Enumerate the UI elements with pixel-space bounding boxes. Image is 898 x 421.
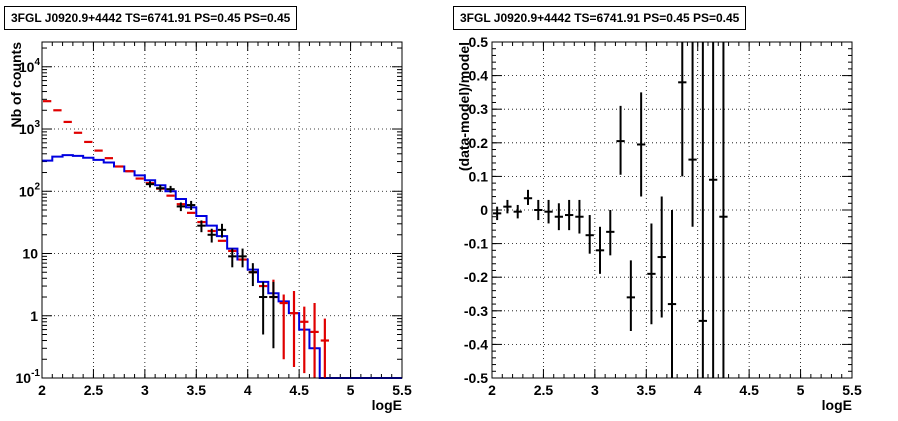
right-x-tick-label: 5 xyxy=(797,382,805,398)
left-x-tick-label: 5.5 xyxy=(392,382,412,398)
right-x-tick-label: 2 xyxy=(488,382,496,398)
right-x-axis-label: logE xyxy=(822,397,852,413)
right-x-tick-label: 4.5 xyxy=(739,382,759,398)
left-y-tick-label: 102 xyxy=(19,181,41,199)
right-x-tick-label: 5.5 xyxy=(842,382,862,398)
left-y-tick-label: 10 xyxy=(22,246,38,262)
right-x-tick-label: 2.5 xyxy=(534,382,554,398)
right-y-tick-label: 0.1 xyxy=(469,168,489,184)
left-plot-area xyxy=(42,42,402,378)
right-y-tick-label: 0.3 xyxy=(469,101,489,117)
right-y-tick-label: 0 xyxy=(480,202,488,218)
left-x-tick-label: 4 xyxy=(244,382,252,398)
left-chart-title: 3FGL J0920.9+4442 TS=6741.91 PS=0.45 PS=… xyxy=(4,6,298,30)
left-x-axis-label: logE xyxy=(372,397,402,413)
left-y-tick-label: 104 xyxy=(19,57,41,75)
left-x-tick-label: 3 xyxy=(141,382,149,398)
left-x-tick-label: 5 xyxy=(347,382,355,398)
right-y-tick-label: 0.5 xyxy=(469,34,489,50)
left-x-tick-label: 4.5 xyxy=(289,382,309,398)
right-y-tick-label: -0.2 xyxy=(464,269,488,285)
right-y-axis-label: (data-model)/model xyxy=(456,42,472,171)
right-chart-title: 3FGL J0920.9+4442 TS=6741.91 PS=0.45 PS=… xyxy=(453,6,747,30)
left-y-axis-label: Nb of counts xyxy=(8,42,24,128)
right-x-tick-label: 3 xyxy=(591,382,599,398)
left-series-fit-step xyxy=(42,154,402,379)
left-x-tick-label: 3.5 xyxy=(187,382,207,398)
left-y-tick-label: 1 xyxy=(30,308,38,324)
right-y-tick-label: -0.3 xyxy=(464,303,488,319)
right-y-tick-label: 0.4 xyxy=(469,68,489,84)
right-y-tick-label: 0.2 xyxy=(469,135,489,151)
right-y-tick-label: -0.5 xyxy=(464,370,488,386)
right-x-tick-label: 4 xyxy=(694,382,702,398)
left-y-tick-label: 10-1 xyxy=(16,368,41,386)
left-x-tick-label: 2 xyxy=(38,382,46,398)
left-y-tick-label: 103 xyxy=(19,119,41,137)
right-y-tick-label: -0.1 xyxy=(464,236,488,252)
right-y-tick-label: -0.4 xyxy=(464,336,488,352)
left-plot-frame xyxy=(41,41,403,379)
left-x-tick-label: 2.5 xyxy=(84,382,104,398)
right-x-tick-label: 3.5 xyxy=(637,382,657,398)
